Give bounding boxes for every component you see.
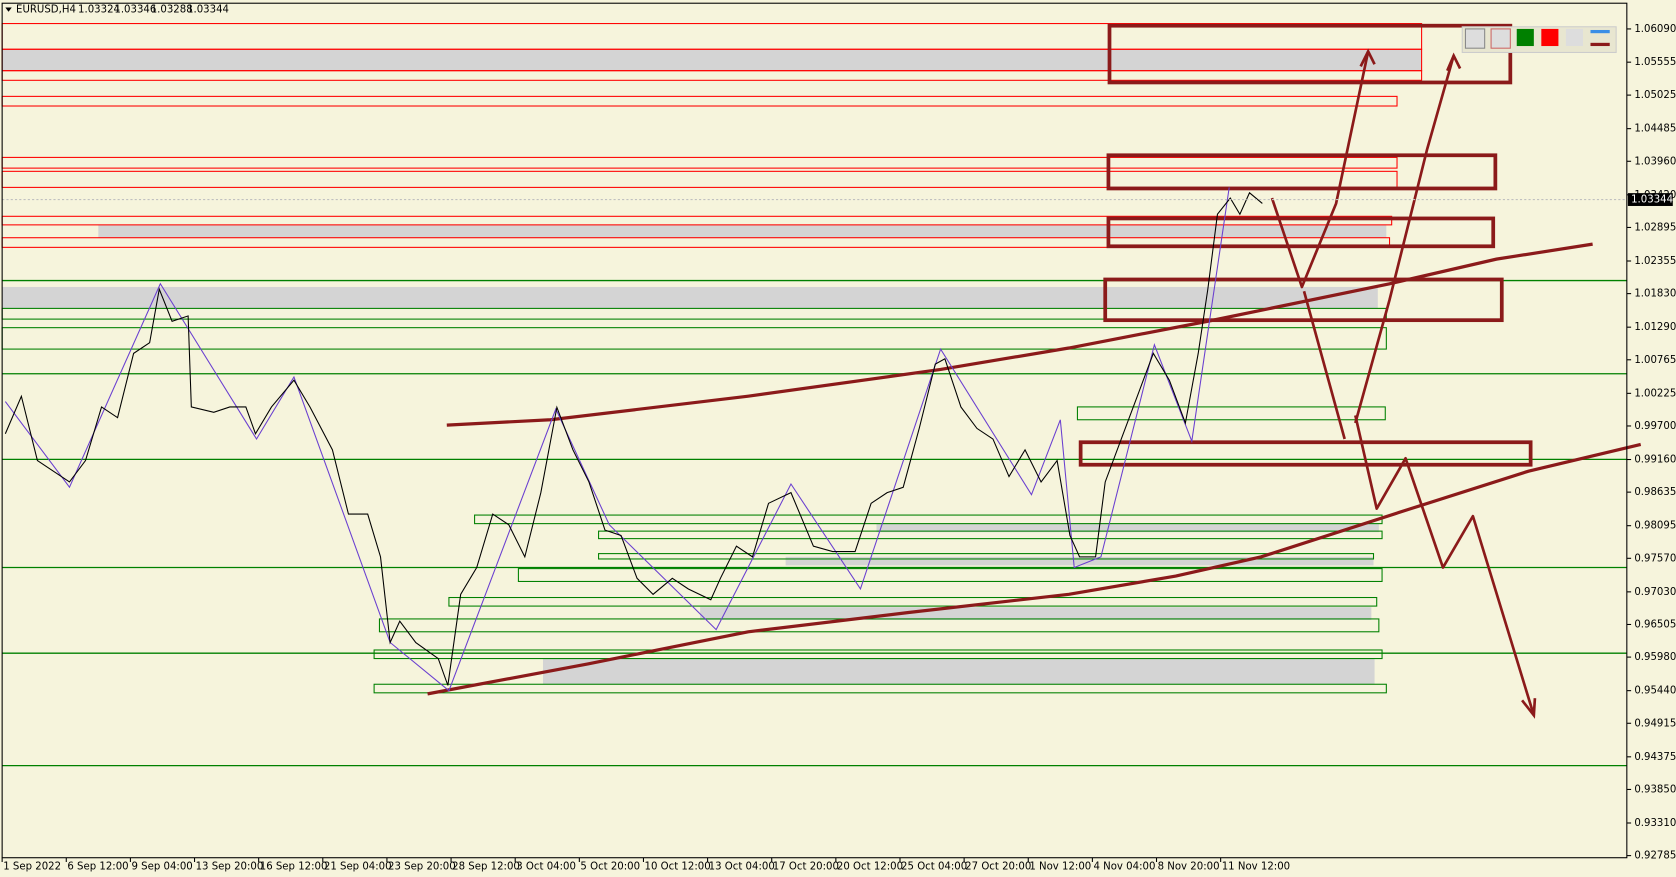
zone xyxy=(785,556,1374,566)
zigzag xyxy=(4,187,1230,692)
button[interactable] xyxy=(1541,28,1559,47)
y-tick-label: 0.94915 xyxy=(1634,718,1676,729)
button[interactable] xyxy=(1464,28,1486,49)
arrow-head xyxy=(1446,52,1462,72)
zone xyxy=(373,649,1383,660)
price-line xyxy=(4,191,1263,686)
zone xyxy=(542,658,1375,685)
forecast-arrow xyxy=(1354,415,1536,716)
x-tick-label: 8 Nov 20:00 xyxy=(1158,861,1220,872)
y-tick-label: 0.97570 xyxy=(1634,553,1676,564)
current-price-label: 1.03344 xyxy=(1631,195,1673,206)
symbol: EURUSD,H4 xyxy=(16,5,76,16)
y-tick-label: 0.99700 xyxy=(1634,421,1676,432)
x-tick-label: 20 Oct 12:00 xyxy=(837,861,903,872)
x-tick-label: 21 Sep 04:00 xyxy=(324,861,392,872)
zone xyxy=(598,530,1383,540)
y-tick-label: 1.05555 xyxy=(1634,57,1676,68)
key-zone xyxy=(1106,216,1496,249)
y-tick-label: 0.99160 xyxy=(1634,455,1676,466)
arrow-head xyxy=(1359,48,1376,67)
y-tick-label: 1.01290 xyxy=(1634,322,1676,333)
x-tick-label: 28 Sep 12:00 xyxy=(452,861,520,872)
zone xyxy=(598,553,1375,560)
button[interactable] xyxy=(1590,29,1610,34)
x-tick-label: 6 Sep 12:00 xyxy=(67,861,128,872)
zone xyxy=(98,224,1387,238)
y-tick-label: 0.96505 xyxy=(1634,619,1676,630)
x-tick-label: 5 Oct 20:00 xyxy=(580,861,640,872)
button[interactable] xyxy=(1516,28,1534,47)
x-tick-label: 25 Oct 04:00 xyxy=(901,861,967,872)
y-tick-label: 1.02355 xyxy=(1634,256,1676,267)
menu-arrow[interactable] xyxy=(5,7,12,12)
arrow-head xyxy=(1521,698,1537,719)
y-tick-label: 1.00225 xyxy=(1634,388,1676,399)
x-tick-label: 17 Oct 20:00 xyxy=(773,861,839,872)
x-tick-label: 3 Oct 04:00 xyxy=(516,861,576,872)
x-tick-label: 1 Sep 2022 xyxy=(3,861,61,872)
y-tick-label: 0.93850 xyxy=(1634,784,1676,795)
drawings xyxy=(1,23,1642,767)
y-tick-label: 1.02895 xyxy=(1634,222,1676,233)
y-tick-label: 1.06090 xyxy=(1634,24,1676,35)
y-tick-label: 0.93310 xyxy=(1634,818,1676,829)
x-tick-label: 23 Sep 20:00 xyxy=(388,861,456,872)
forecast-arrow xyxy=(1302,290,1346,440)
plot-frame xyxy=(1,2,1628,859)
current-price-box xyxy=(1627,193,1673,206)
x-tick-label: 13 Oct 04:00 xyxy=(709,861,775,872)
y-tick-label: 1.00765 xyxy=(1634,355,1676,366)
zone xyxy=(378,618,1380,633)
y-tick-label: 1.01830 xyxy=(1634,289,1676,300)
x-tick-label: 10 Oct 12:00 xyxy=(645,861,711,872)
forecast-arrow xyxy=(1354,55,1455,424)
x-tick-label: 27 Oct 20:00 xyxy=(965,861,1031,872)
zone xyxy=(448,596,1378,607)
forecast-arrow xyxy=(1270,51,1370,289)
y-tick-label: 0.97030 xyxy=(1634,587,1676,598)
zone xyxy=(1,48,1423,72)
y-tick-label: 1.03960 xyxy=(1634,156,1676,167)
x-tick-label: 9 Sep 04:00 xyxy=(131,861,192,872)
toolbar xyxy=(1461,26,1617,54)
button[interactable] xyxy=(1565,28,1584,47)
y-tick-label: 0.94375 xyxy=(1634,752,1676,763)
high: 1.03346 xyxy=(114,5,156,16)
zone xyxy=(517,568,1383,582)
open: 1.03324 xyxy=(78,5,120,16)
zone xyxy=(700,607,1372,621)
zone xyxy=(876,523,1379,533)
close: 1.03344 xyxy=(187,5,229,16)
y-tick-label: 0.92785 xyxy=(1634,851,1676,862)
zone xyxy=(1076,406,1386,421)
x-tick-label: 1 Nov 12:00 xyxy=(1029,861,1091,872)
key-zone xyxy=(1106,153,1498,191)
y-tick-label: 1.04485 xyxy=(1634,124,1676,135)
key-zone xyxy=(1103,277,1504,323)
y-tick-label: 0.98095 xyxy=(1634,521,1676,532)
low: 1.03288 xyxy=(151,5,193,16)
x-tick-label: 16 Sep 12:00 xyxy=(260,861,328,872)
key-zone xyxy=(1107,23,1513,85)
y-tick-label: 0.95440 xyxy=(1634,686,1676,697)
zone xyxy=(373,683,1387,694)
y-tick-label: 0.98635 xyxy=(1634,487,1676,498)
button[interactable] xyxy=(1590,42,1610,47)
plot: 1.060901.055551.050251.044851.039601.034… xyxy=(1,24,1676,872)
key-zone xyxy=(1078,440,1533,467)
moving-average xyxy=(427,442,1642,696)
x-tick-label: 11 Nov 12:00 xyxy=(1222,861,1290,872)
zone xyxy=(2,286,1378,309)
x-tick-label: 4 Nov 04:00 xyxy=(1093,861,1155,872)
button[interactable] xyxy=(1490,28,1511,49)
y-tick-label: 0.95980 xyxy=(1634,652,1676,663)
y-tick-label: 1.05025 xyxy=(1634,90,1676,101)
moving-average xyxy=(446,242,1593,427)
x-tick-label: 13 Sep 20:00 xyxy=(196,861,264,872)
